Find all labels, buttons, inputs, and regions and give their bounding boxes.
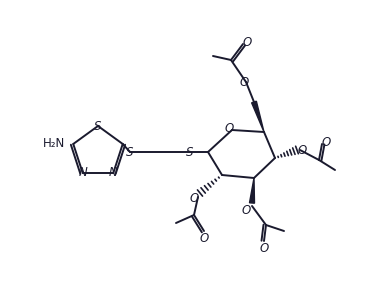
Text: O: O xyxy=(242,203,251,216)
Text: O: O xyxy=(200,232,209,246)
Text: O: O xyxy=(239,76,249,89)
Polygon shape xyxy=(249,178,254,203)
Text: S: S xyxy=(126,147,134,160)
Text: N: N xyxy=(109,166,117,178)
Text: O: O xyxy=(189,193,199,206)
Text: S: S xyxy=(94,120,102,134)
Polygon shape xyxy=(252,101,264,132)
Text: O: O xyxy=(321,135,331,148)
Text: O: O xyxy=(242,36,252,48)
Text: O: O xyxy=(297,144,307,157)
Text: N: N xyxy=(78,166,87,178)
Text: O: O xyxy=(224,122,234,135)
Text: H₂N: H₂N xyxy=(43,138,65,150)
Text: S: S xyxy=(186,147,194,160)
Text: O: O xyxy=(259,243,269,256)
